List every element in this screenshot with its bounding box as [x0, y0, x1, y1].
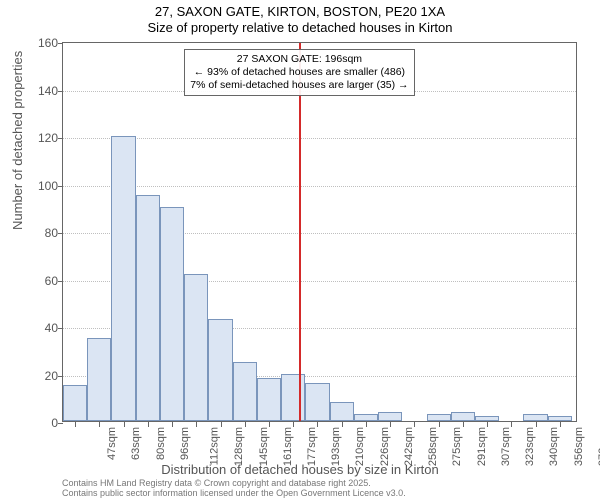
- xtick-mark: [439, 422, 440, 427]
- xtick-label: 226sqm: [379, 427, 391, 466]
- histogram-bar: [475, 416, 499, 421]
- ytick-mark: [58, 281, 63, 282]
- title-line2: Size of property relative to detached ho…: [0, 20, 600, 36]
- ytick-mark: [58, 43, 63, 44]
- title-line1: 27, SAXON GATE, KIRTON, BOSTON, PE20 1XA: [0, 4, 600, 20]
- xtick-label: 323sqm: [524, 427, 536, 466]
- histogram-bar: [330, 402, 354, 421]
- xtick-label: 63sqm: [130, 427, 142, 460]
- xtick-mark: [99, 422, 100, 427]
- xtick-mark: [172, 422, 173, 427]
- histogram-bar: [378, 412, 402, 422]
- ytick-mark: [58, 138, 63, 139]
- histogram-bar: [305, 383, 329, 421]
- xtick-label: 161sqm: [282, 427, 294, 466]
- histogram-bar: [523, 414, 547, 421]
- xtick-mark: [293, 422, 294, 427]
- ytick-label: 80: [28, 226, 58, 240]
- xtick-mark: [463, 422, 464, 427]
- xtick-mark: [124, 422, 125, 427]
- ytick-mark: [58, 233, 63, 234]
- x-axis-label: Distribution of detached houses by size …: [0, 462, 600, 477]
- histogram-bar: [63, 385, 87, 421]
- xtick-mark: [487, 422, 488, 427]
- xtick-label: 210sqm: [355, 427, 367, 466]
- xtick-mark: [366, 422, 367, 427]
- histogram-bar: [281, 374, 305, 422]
- xtick-label: 275sqm: [452, 427, 464, 466]
- histogram-bar: [427, 414, 451, 421]
- xtick-mark: [196, 422, 197, 427]
- xtick-label: 258sqm: [427, 427, 439, 466]
- histogram-bar: [136, 195, 160, 421]
- xtick-label: 128sqm: [233, 427, 245, 466]
- xtick-label: 177sqm: [306, 427, 318, 466]
- xtick-label: 291sqm: [476, 427, 488, 466]
- xtick-mark: [511, 422, 512, 427]
- ytick-label: 120: [28, 131, 58, 145]
- xtick-mark: [269, 422, 270, 427]
- plot-area: 02040608010012014016047sqm63sqm80sqm96sq…: [62, 42, 577, 422]
- xtick-label: 145sqm: [258, 427, 270, 466]
- marker-annotation: 27 SAXON GATE: 196sqm← 93% of detached h…: [184, 49, 414, 96]
- xtick-mark: [245, 422, 246, 427]
- xtick-mark: [221, 422, 222, 427]
- footer-line1: Contains HM Land Registry data © Crown c…: [62, 478, 406, 488]
- ytick-label: 20: [28, 369, 58, 383]
- y-axis-label: Number of detached properties: [10, 51, 25, 230]
- histogram-bar: [233, 362, 257, 421]
- gridline: [63, 138, 576, 139]
- xtick-mark: [560, 422, 561, 427]
- ytick-mark: [58, 186, 63, 187]
- footer-attribution: Contains HM Land Registry data © Crown c…: [62, 478, 406, 499]
- footer-line2: Contains public sector information licen…: [62, 488, 406, 498]
- xtick-mark: [148, 422, 149, 427]
- ytick-label: 100: [28, 179, 58, 193]
- ytick-label: 160: [28, 36, 58, 50]
- xtick-label: 80sqm: [155, 427, 167, 460]
- xtick-label: 47sqm: [106, 427, 118, 460]
- xtick-label: 193sqm: [330, 427, 342, 466]
- xtick-mark: [75, 422, 76, 427]
- xtick-mark: [317, 422, 318, 427]
- histogram-bar: [87, 338, 111, 421]
- ytick-mark: [58, 423, 63, 424]
- xtick-mark: [414, 422, 415, 427]
- xtick-mark: [342, 422, 343, 427]
- xtick-mark: [536, 422, 537, 427]
- ytick-label: 60: [28, 274, 58, 288]
- xtick-label: 356sqm: [573, 427, 585, 466]
- histogram-bar: [111, 136, 135, 421]
- xtick-label: 96sqm: [179, 427, 191, 460]
- ytick-label: 140: [28, 84, 58, 98]
- ytick-mark: [58, 328, 63, 329]
- histogram-bar: [257, 378, 281, 421]
- property-marker-line: [299, 43, 301, 421]
- xtick-mark: [390, 422, 391, 427]
- histogram-bar: [354, 414, 378, 421]
- histogram-bar: [184, 274, 208, 421]
- xtick-label: 242sqm: [403, 427, 415, 466]
- ytick-label: 0: [28, 416, 58, 430]
- histogram-bar: [160, 207, 184, 421]
- annot-line3: 7% of semi-detached houses are larger (3…: [190, 79, 408, 92]
- histogram-bar: [548, 416, 572, 421]
- ytick-mark: [58, 376, 63, 377]
- histogram-bar: [451, 412, 475, 422]
- xtick-label: 340sqm: [548, 427, 560, 466]
- ytick-mark: [58, 91, 63, 92]
- histogram-chart: 02040608010012014016047sqm63sqm80sqm96sq…: [62, 42, 577, 422]
- xtick-label: 307sqm: [500, 427, 512, 466]
- annot-line2: ← 93% of detached houses are smaller (48…: [190, 66, 408, 79]
- annot-line1: 27 SAXON GATE: 196sqm: [190, 53, 408, 66]
- ytick-label: 40: [28, 321, 58, 335]
- histogram-bar: [208, 319, 232, 421]
- gridline: [63, 186, 576, 187]
- xtick-label: 112sqm: [208, 427, 220, 465]
